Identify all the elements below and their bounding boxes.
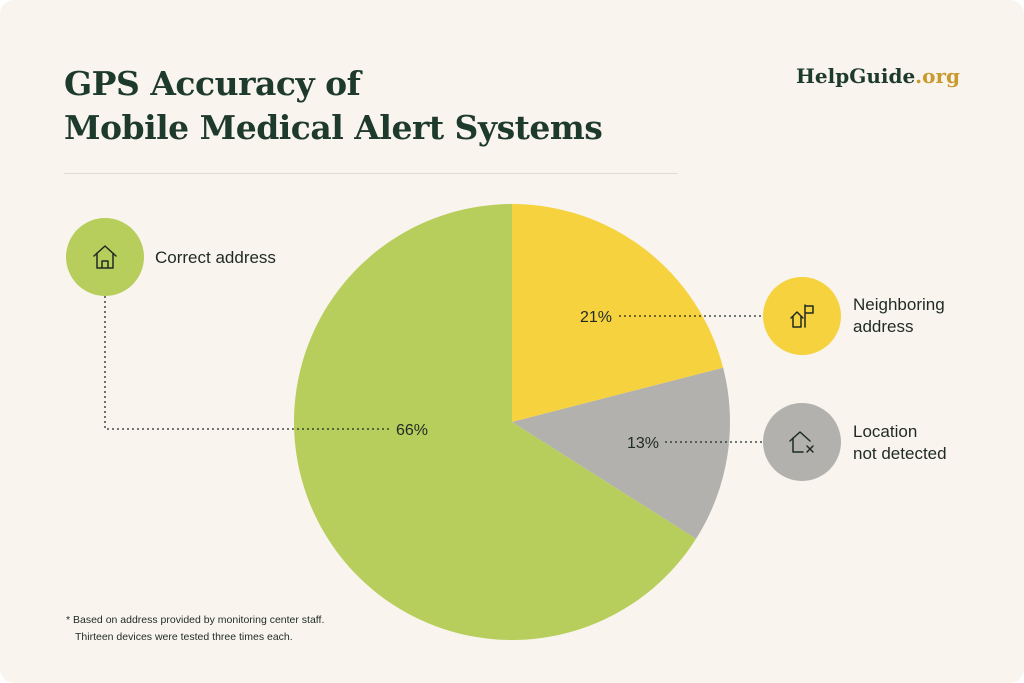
- legend-marker-correct: [66, 218, 144, 296]
- pct-label-correct: 66%: [396, 422, 428, 439]
- pie-slice-neighboring-address: [512, 204, 724, 422]
- legend-correct-text: Correct address: [155, 248, 276, 267]
- pie-slice-correct-address: [293, 204, 697, 640]
- legend-neighboring-line2: address: [853, 317, 914, 336]
- footnote-line-2: Thirteen devices were tested three times…: [75, 631, 293, 643]
- legend-not-detected-line1: Location: [853, 422, 918, 441]
- legend-label-neighboring: Neighboring address: [853, 294, 945, 338]
- pie-slice-location-not-detected: [512, 367, 730, 539]
- house-with-flag-icon: [790, 304, 814, 328]
- brand-logo: HelpGuide.org: [796, 64, 960, 88]
- legend-neighboring-line1: Neighboring: [853, 295, 945, 314]
- title-divider: [64, 173, 678, 174]
- legend-marker-not-detected: [763, 403, 841, 481]
- footnote-line-1: * Based on address provided by monitorin…: [66, 614, 325, 626]
- legend-label-not-detected: Location not detected: [853, 421, 947, 465]
- brand-tld: .org: [915, 64, 960, 88]
- legend-marker-neighboring: [763, 277, 841, 355]
- pct-label-not-detected: 13%: [627, 435, 659, 452]
- house-icon: [93, 245, 117, 269]
- house-x-icon: [789, 431, 814, 453]
- pct-label-neighboring: 21%: [580, 309, 612, 326]
- legend-label-correct: Correct address: [155, 247, 276, 269]
- brand-name: HelpGuide: [796, 64, 916, 88]
- title-line-2: Mobile Medical Alert Systems: [64, 108, 603, 147]
- page-title: GPS Accuracy of Mobile Medical Alert Sys…: [64, 62, 664, 150]
- footnote: * Based on address provided by monitorin…: [66, 612, 324, 646]
- pie-slices: [293, 204, 730, 640]
- title-line-1: GPS Accuracy of: [64, 64, 361, 103]
- legend-not-detected-line2: not detected: [853, 444, 947, 463]
